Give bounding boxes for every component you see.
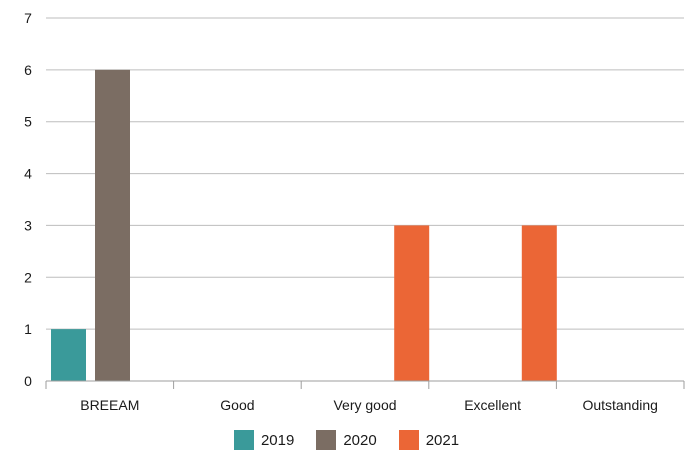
bar-2020-breeam [95,69,130,381]
bars [51,69,557,381]
y-axis: 0 1 2 3 4 5 6 7 [24,10,32,389]
y-tick-label: 2 [24,269,32,285]
bar-2019-breeam [51,329,86,381]
y-tick-label: 5 [24,114,32,130]
legend-label: 2019 [260,431,295,449]
x-tick-label: Outstanding [582,397,658,413]
x-tick-label: Very good [333,397,396,413]
legend-item-2019: 2019 [233,430,295,450]
legend-swatch [233,430,254,450]
bar-2021-excellent [521,225,557,381]
y-tick-label: 7 [24,10,32,26]
y-tick-label: 4 [24,166,32,182]
legend-label: 2020 [343,431,377,449]
y-tick-label: 3 [24,217,32,233]
x-tick-label: Good [220,397,254,413]
y-tick-label: 1 [24,321,32,337]
legend-label: 2021 [425,431,460,449]
y-tick-label: 6 [24,62,32,78]
legend-swatch [316,430,337,450]
legend-swatch [398,430,419,450]
bar-2021-very-good [394,225,430,381]
legend-item-2020: 2020 [316,430,377,450]
y-tick-label: 0 [24,373,32,389]
grid-lines [46,17,684,330]
bar-chart: BREEAM Good Very good Excellent Outstanding … [24,10,685,413]
legend-item-2021: 2021 [398,430,460,450]
x-axis: BREEAM Good Very good Excellent Outstanding [45,380,685,413]
x-tick-label: BREEAM [80,397,139,413]
x-tick-label: Excellent [464,397,521,413]
legend: 2019 2020 2021 [0,428,693,452]
